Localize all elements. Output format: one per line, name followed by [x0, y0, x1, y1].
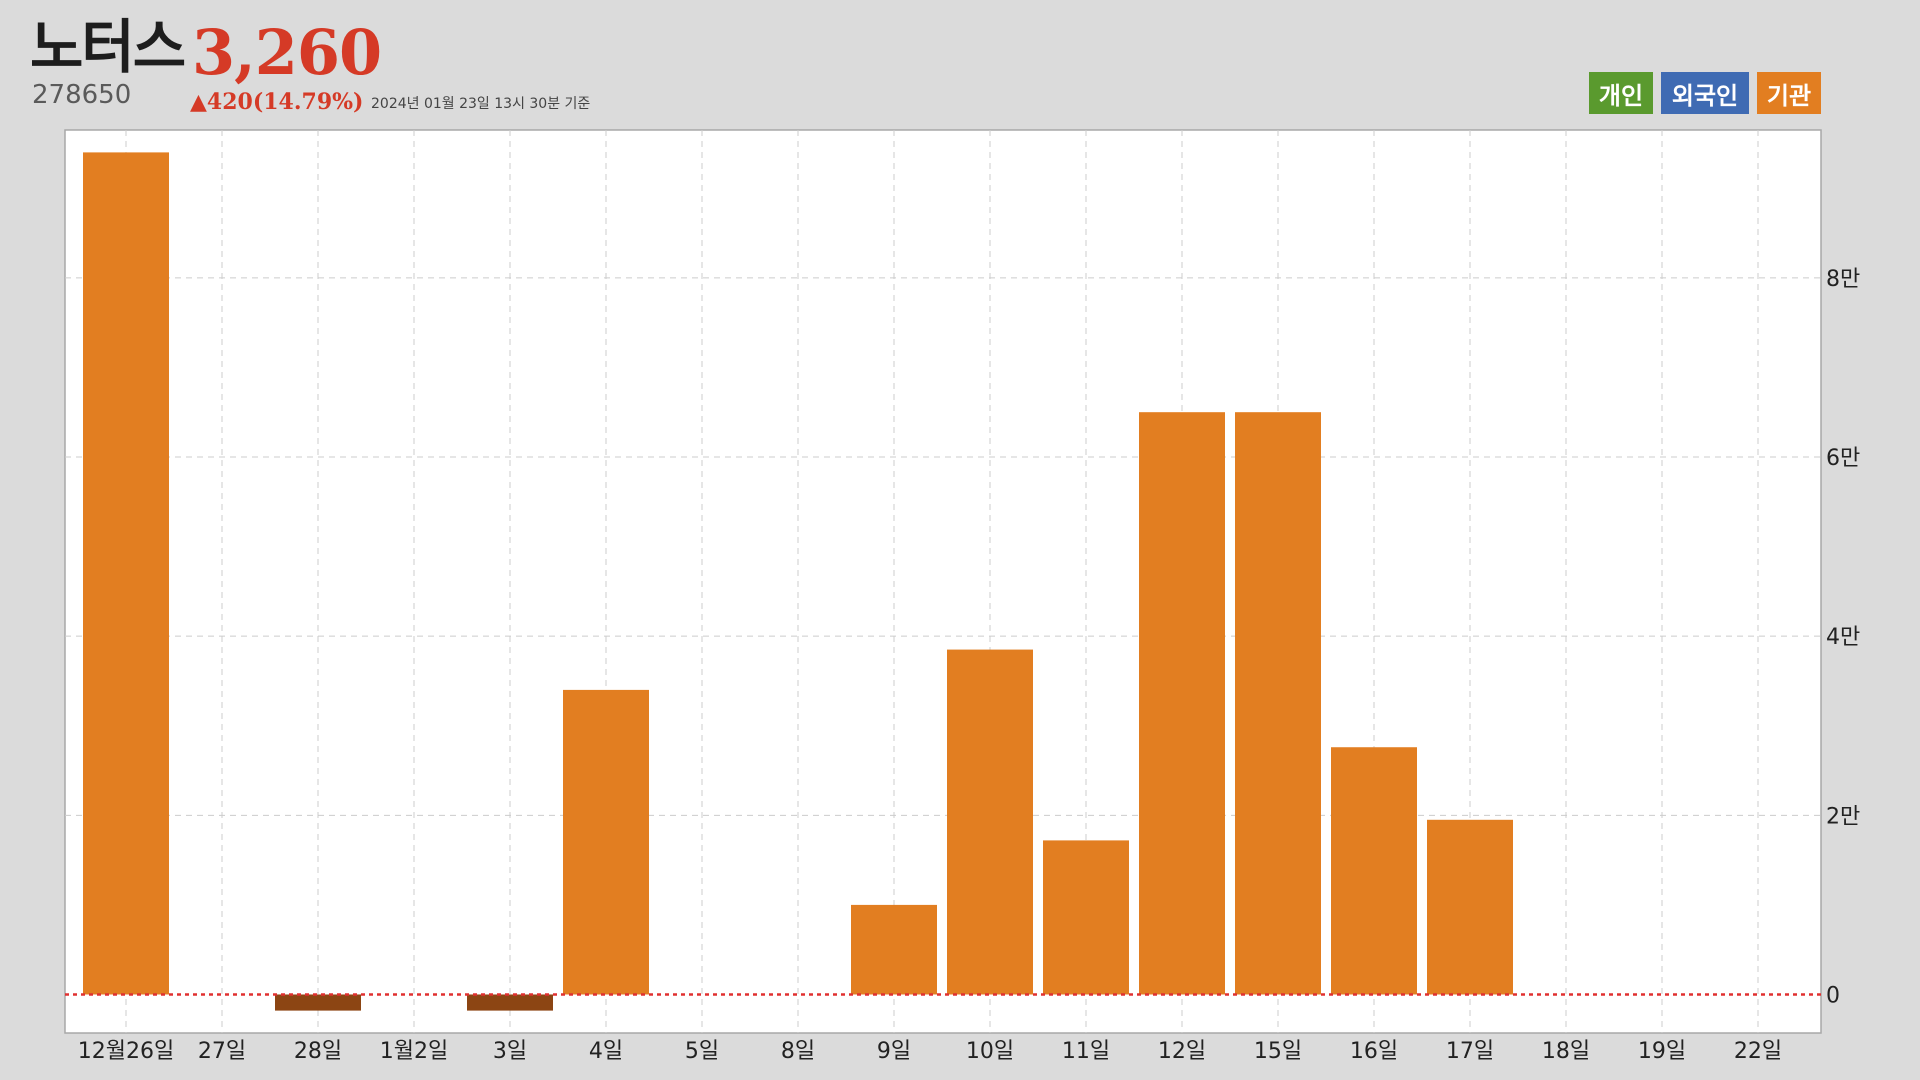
x-tick-label: 4일 — [589, 1039, 623, 1064]
y-tick-label: 6만 — [1826, 446, 1860, 471]
bar — [1043, 840, 1129, 995]
x-tick-label: 12일 — [1158, 1039, 1206, 1064]
bar — [1331, 747, 1417, 995]
y-tick-label: 2만 — [1826, 804, 1860, 829]
y-tick-label: 8만 — [1826, 267, 1860, 292]
legend-foreign[interactable]: 외국인 — [1661, 72, 1749, 114]
bar — [1139, 412, 1225, 995]
stock-change: ▲420(14.79%) — [190, 89, 364, 115]
x-tick-label: 9일 — [877, 1039, 911, 1064]
bars — [83, 152, 1513, 1011]
stock-price: 3,260 — [192, 16, 382, 89]
x-tick-label: 10일 — [966, 1039, 1014, 1064]
x-tick-label: 15일 — [1254, 1039, 1302, 1064]
y-tick-label: 4만 — [1826, 625, 1860, 650]
bar — [851, 904, 937, 995]
x-tick-label: 16일 — [1350, 1039, 1398, 1064]
y-tick-label: 0 — [1826, 983, 1840, 1008]
x-tick-label: 8일 — [781, 1039, 815, 1064]
x-tick-label: 12월26일 — [78, 1039, 174, 1064]
x-tick-label: 18일 — [1542, 1039, 1590, 1064]
bar — [563, 689, 649, 995]
x-tick-label: 11일 — [1062, 1039, 1110, 1064]
y-axis: 0 2만 4만 6만 8만 — [1826, 267, 1860, 1009]
plot-area — [64, 129, 1822, 1034]
bar — [1427, 819, 1513, 995]
x-tick-label: 28일 — [294, 1039, 342, 1064]
bar — [275, 994, 361, 1011]
x-tick-label: 3일 — [493, 1039, 527, 1064]
legend-individual[interactable]: 개인 — [1589, 72, 1653, 114]
bar — [947, 649, 1033, 995]
x-tick-label: 19일 — [1638, 1039, 1686, 1064]
x-tick-label: 5일 — [685, 1039, 719, 1064]
x-tick-label: 17일 — [1446, 1039, 1494, 1064]
x-axis: 12월26일 27일 28일 1월2일 3일 4일 5일 8일 9일 10일 11일 12일 15일 16… — [78, 1039, 1782, 1064]
x-tick-label: 1월2일 — [380, 1039, 448, 1064]
x-tick-label: 27일 — [198, 1039, 246, 1064]
bar — [467, 994, 553, 1011]
stock-timestamp: 2024년 01월 23일 13시 30분 기준 — [371, 96, 591, 112]
stock-name: 노터스 — [30, 13, 186, 81]
bar — [83, 152, 169, 995]
stock-code: 278650 — [32, 80, 132, 110]
bar — [1235, 412, 1321, 995]
x-tick-label: 22일 — [1734, 1039, 1782, 1064]
legend-institution[interactable]: 기관 — [1757, 72, 1821, 114]
